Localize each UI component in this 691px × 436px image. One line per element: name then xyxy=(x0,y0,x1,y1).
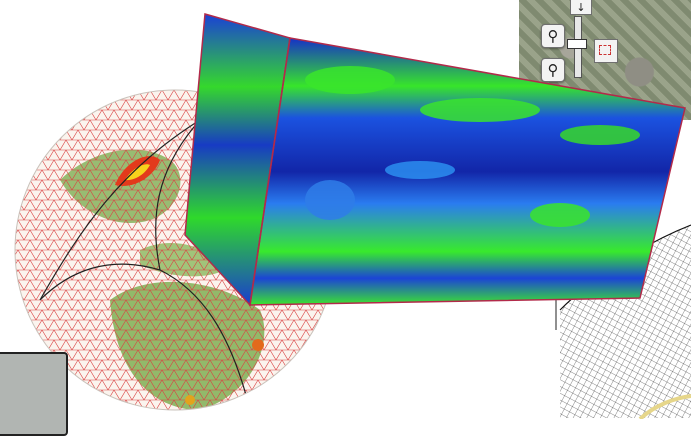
box-select-icon[interactable] xyxy=(594,39,618,63)
zoom-slider-thumb[interactable] xyxy=(567,39,587,49)
zoom-out-icon[interactable]: ⚲ xyxy=(541,58,565,82)
illustration-svg xyxy=(14,13,691,419)
zoom-in-icon[interactable]: ⚲ xyxy=(541,24,565,48)
grey-panel xyxy=(0,352,68,436)
arrow-down-icon[interactable]: ↓ xyxy=(570,0,592,15)
data-volume-cube xyxy=(184,13,686,307)
